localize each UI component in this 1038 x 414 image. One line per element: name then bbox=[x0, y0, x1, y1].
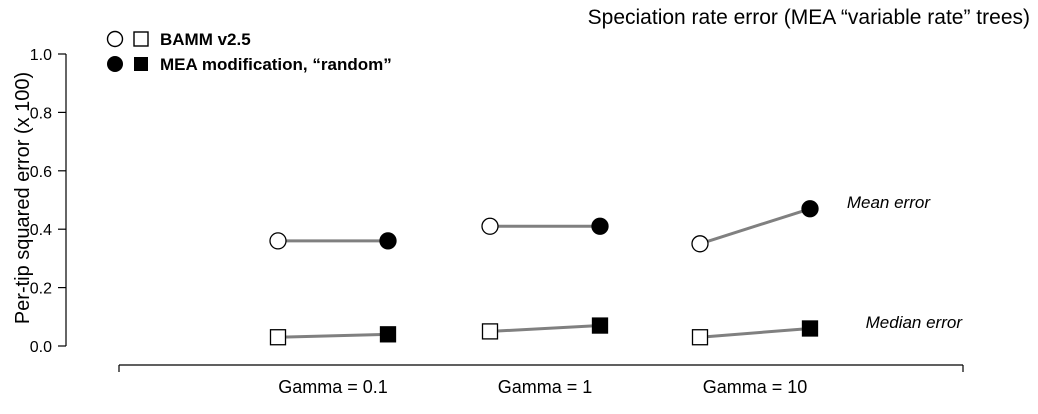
y-tick-label: 0.0 bbox=[30, 339, 52, 356]
median-error-connector bbox=[277, 332, 389, 339]
filled-square-point bbox=[591, 317, 609, 334]
x-category-label: Gamma = 10 bbox=[703, 377, 808, 397]
mean-error-annotation: Mean error bbox=[847, 193, 931, 212]
median-error-connector bbox=[489, 324, 601, 333]
y-tick-label: 0.8 bbox=[30, 105, 52, 122]
legend-open-circle-marker bbox=[106, 30, 124, 48]
open-square-point bbox=[691, 329, 709, 346]
filled-circle-point bbox=[801, 200, 819, 218]
median-error-annotation: Median error bbox=[866, 313, 964, 332]
open-circle-point bbox=[481, 217, 499, 235]
open-square-point bbox=[481, 323, 499, 340]
legend: BAMM v2.5 MEA modification, “random” bbox=[106, 30, 392, 74]
x-axis: Gamma = 0.1 Gamma = 1 Gamma = 10 bbox=[118, 364, 964, 397]
legend-filled-circle-marker bbox=[107, 56, 123, 72]
y-tick-label: 0.4 bbox=[30, 222, 52, 239]
legend-label-bamm: BAMM v2.5 bbox=[160, 30, 251, 49]
y-tick-label: 1.0 bbox=[30, 47, 52, 64]
chart-title: Speciation rate error (MEA “variable rat… bbox=[588, 6, 1030, 29]
legend-label-mea: MEA modification, “random” bbox=[160, 55, 392, 74]
data-marks bbox=[269, 200, 819, 346]
open-circle-point bbox=[269, 232, 287, 250]
legend-filled-square-marker bbox=[134, 57, 148, 71]
filled-circle-point bbox=[379, 232, 397, 250]
open-circle-point bbox=[691, 235, 709, 253]
y-axis-label: Per-tip squared error (x 100) bbox=[12, 72, 34, 324]
filled-square-point bbox=[379, 326, 397, 343]
legend-open-square-marker bbox=[133, 31, 149, 47]
median-error-connector bbox=[699, 326, 811, 339]
mean-error-connector bbox=[699, 207, 811, 246]
y-tick-label: 0.6 bbox=[30, 164, 52, 181]
x-category-label: Gamma = 1 bbox=[498, 377, 593, 397]
y-tick-label: 0.2 bbox=[30, 281, 52, 298]
x-category-label: Gamma = 0.1 bbox=[278, 377, 388, 397]
filled-square-point bbox=[801, 320, 819, 337]
open-square-point bbox=[269, 329, 287, 346]
filled-circle-point bbox=[591, 217, 609, 235]
y-axis: 0.0 0.2 0.4 0.6 0.8 1.0 bbox=[30, 47, 67, 356]
